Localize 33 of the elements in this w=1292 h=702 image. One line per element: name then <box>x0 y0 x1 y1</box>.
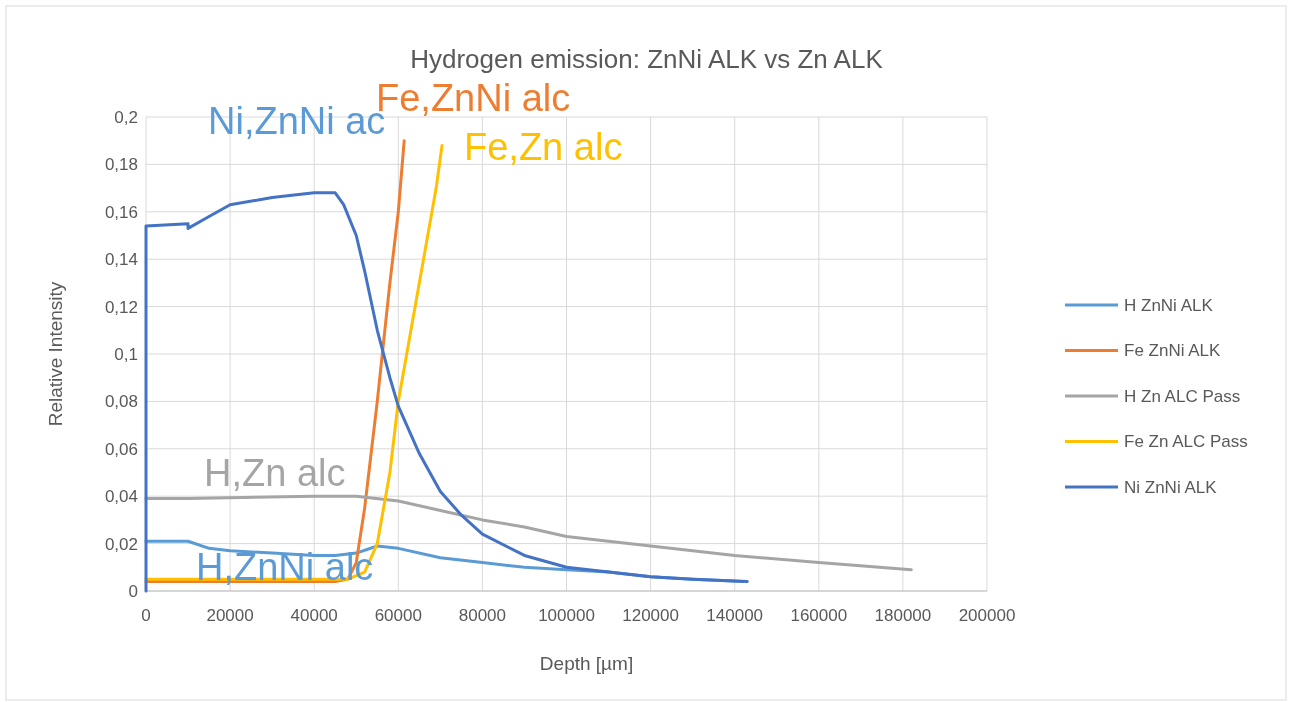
y-tick-label: 0,02 <box>104 534 138 554</box>
x-tick-label: 0 <box>141 606 151 625</box>
y-tick-label: 0,04 <box>104 487 138 507</box>
x-tick-label: 140000 <box>706 606 764 625</box>
x-tick-label: 60000 <box>374 606 422 625</box>
legend-label: H ZnNi ALK <box>1124 295 1214 315</box>
x-tick-label: 180000 <box>874 606 932 625</box>
y-tick-label: 0,06 <box>104 439 138 459</box>
y-tick-label: 0,2 <box>114 107 138 127</box>
y-axis-title: Relative Intensity <box>45 281 66 427</box>
line-series <box>144 191 749 593</box>
legend-label: H Zn ALC Pass <box>1124 386 1241 406</box>
x-tick-label: 200000 <box>958 606 1016 625</box>
x-tick-label: 80000 <box>458 606 507 625</box>
annotation: Fe,Zn alc <box>464 126 623 168</box>
y-tick-label: 0,08 <box>104 392 138 412</box>
y-tick-label: 0 <box>128 581 138 601</box>
y-tick-label: 0,14 <box>104 250 138 270</box>
y-tick-label: 0,12 <box>104 297 138 317</box>
x-tick-label: 20000 <box>206 606 254 625</box>
legend-label: Fe ZnNi ALK <box>1124 341 1222 361</box>
x-tick-label: 120000 <box>622 606 679 625</box>
chart-title: Hydrogen emission: ZnNi ALK vs Zn ALK <box>410 44 884 74</box>
x-tick-label: 40000 <box>290 606 338 625</box>
x-axis-title: Depth [µm] <box>539 653 634 674</box>
legend-label: Fe Zn ALC Pass <box>1124 432 1248 452</box>
y-tick-label: 0,1 <box>114 344 138 364</box>
annotation: H,Zn alc <box>204 452 346 494</box>
x-tick-label: 160000 <box>790 606 848 625</box>
y-tick-label: 0,16 <box>104 202 138 222</box>
legend-label: Ni ZnNi ALK <box>1124 477 1218 497</box>
x-tick-label: 100000 <box>538 606 595 625</box>
y-tick-label: 0,18 <box>104 155 138 175</box>
